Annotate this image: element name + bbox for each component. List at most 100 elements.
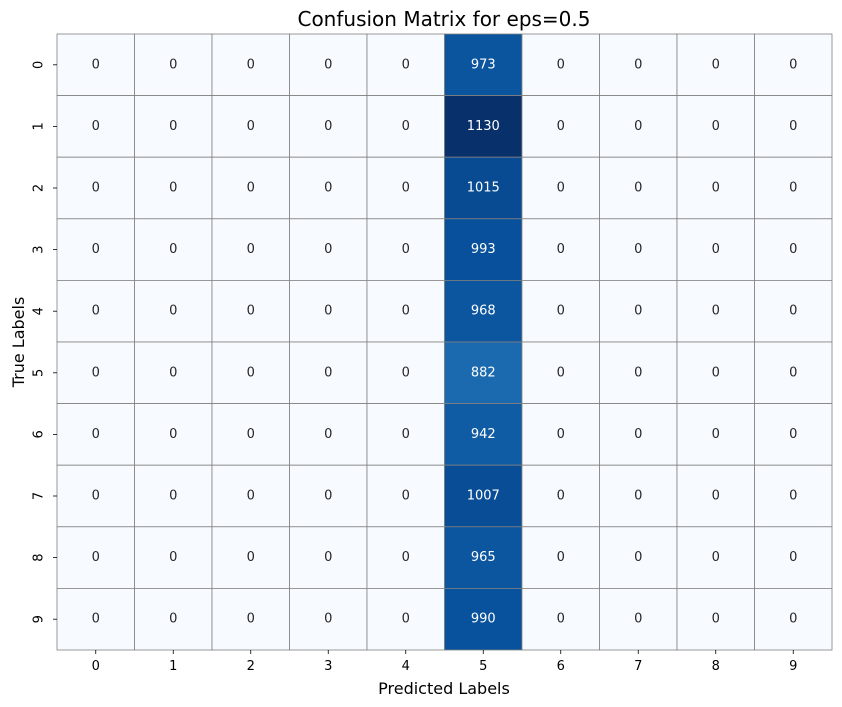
cell-value-r4-c5: 968	[471, 304, 496, 319]
heatmap-cell-r5-c0	[56, 341, 135, 404]
heatmap-cell-r2-c9	[754, 156, 833, 220]
cell-value-r1-c6: 0	[557, 119, 565, 134]
y-tick-label-7: 7	[32, 492, 47, 500]
cell-value-r6-c6: 0	[557, 427, 565, 442]
cell-value-r4-c3: 0	[324, 304, 332, 319]
cell-value-r0-c3: 0	[324, 57, 332, 72]
cell-value-r8-c5: 965	[471, 550, 496, 565]
heatmap-cell-r9-c7	[599, 588, 678, 651]
cell-value-r2-c0: 0	[92, 181, 100, 196]
y-tick-label-1: 1	[32, 122, 47, 130]
x-tick-label-0: 0	[92, 659, 100, 674]
heatmap-cell-r0-c2	[211, 33, 290, 96]
heatmap-cell-r8-c5	[444, 526, 523, 589]
cell-value-r9-c5: 990	[471, 612, 496, 627]
cell-value-r9-c4: 0	[402, 612, 410, 627]
cell-value-r8-c2: 0	[247, 550, 255, 565]
heatmap-cell-r0-c5	[444, 33, 523, 96]
cell-value-r5-c7: 0	[634, 365, 642, 380]
cell-value-r0-c6: 0	[557, 57, 565, 72]
cell-value-r5-c4: 0	[402, 365, 410, 380]
heatmap-cell-r8-c1	[134, 526, 213, 589]
heatmap-cell-r2-c6	[521, 156, 600, 220]
heatmap-cells	[56, 33, 833, 651]
heatmap-cell-r2-c1	[134, 156, 213, 220]
heatmap-cell-r5-c3	[289, 341, 368, 404]
cell-value-r3-c4: 0	[402, 242, 410, 257]
heatmap-cell-r2-c8	[676, 156, 755, 220]
cell-value-r1-c8: 0	[712, 119, 720, 134]
y-axis-label: True Labels	[9, 297, 28, 389]
cell-value-r4-c0: 0	[92, 304, 100, 319]
cell-value-r7-c3: 0	[324, 489, 332, 504]
cell-value-r2-c4: 0	[402, 181, 410, 196]
cell-value-r8-c9: 0	[789, 550, 797, 565]
y-tick-label-5: 5	[32, 369, 47, 377]
cell-value-r2-c7: 0	[634, 181, 642, 196]
cell-value-r0-c0: 0	[92, 57, 100, 72]
heatmap-cell-r1-c9	[754, 95, 833, 158]
cell-value-r3-c7: 0	[634, 242, 642, 257]
cell-value-r5-c9: 0	[789, 365, 797, 380]
heatmap-cell-r9-c4	[366, 588, 445, 651]
heatmap-cell-r4-c6	[521, 279, 600, 343]
cell-value-r8-c1: 0	[169, 550, 177, 565]
cell-value-r4-c4: 0	[402, 304, 410, 319]
cell-value-r6-c9: 0	[789, 427, 797, 442]
heatmap-cell-r3-c0	[56, 218, 135, 281]
cell-value-r6-c2: 0	[247, 427, 255, 442]
cell-value-labels: 0 0 0 0 0 973 0 0 0 0 0 0 0 0 0 1130 0 0 0 0 0 0 0 0 0 1015 0 0 0 0 0 0…	[92, 57, 798, 626]
heatmap-cell-r3-c5	[444, 218, 523, 281]
cell-value-r3-c2: 0	[247, 242, 255, 257]
cell-value-r9-c9: 0	[789, 612, 797, 627]
cell-value-r4-c9: 0	[789, 304, 797, 319]
heatmap-cell-r4-c5	[444, 279, 523, 343]
cell-value-r1-c1: 0	[169, 119, 177, 134]
heatmap-cell-r8-c4	[366, 526, 445, 589]
cell-value-r2-c5: 1015	[467, 181, 500, 196]
cell-value-r3-c6: 0	[557, 242, 565, 257]
heatmap-cell-r7-c2	[211, 464, 290, 528]
cell-value-r1-c2: 0	[247, 119, 255, 134]
cell-value-r2-c8: 0	[712, 181, 720, 196]
heatmap-cell-r8-c8	[676, 526, 755, 589]
heatmap-cell-r9-c8	[676, 588, 755, 651]
cell-value-r0-c9: 0	[789, 57, 797, 72]
heatmap-cell-r1-c5	[444, 95, 523, 158]
cell-value-r9-c0: 0	[92, 612, 100, 627]
heatmap-cell-r6-c9	[754, 403, 833, 466]
heatmap-cell-r9-c3	[289, 588, 368, 651]
heatmap-cell-r0-c4	[366, 33, 445, 96]
cell-value-r3-c9: 0	[789, 242, 797, 257]
cell-value-r5-c0: 0	[92, 365, 100, 380]
cell-value-r7-c4: 0	[402, 489, 410, 504]
heatmap-cell-r5-c6	[521, 341, 600, 404]
heatmap-cell-r1-c3	[289, 95, 368, 158]
x-tick-label-5: 5	[479, 659, 487, 674]
heatmap-cell-r8-c7	[599, 526, 678, 589]
x-tick-label-7: 7	[634, 659, 642, 674]
cell-value-r7-c0: 0	[92, 489, 100, 504]
cell-value-r6-c7: 0	[634, 427, 642, 442]
x-tick-label-4: 4	[402, 659, 410, 674]
cell-value-r0-c5: 973	[471, 57, 496, 72]
x-axis-label: Predicted Labels	[378, 679, 510, 698]
cell-value-r1-c7: 0	[634, 119, 642, 134]
heatmap-cell-r7-c3	[289, 464, 368, 528]
cell-value-r4-c1: 0	[169, 304, 177, 319]
cell-value-r5-c2: 0	[247, 365, 255, 380]
cell-value-r8-c0: 0	[92, 550, 100, 565]
heatmap-cell-r7-c6	[521, 464, 600, 528]
heatmap-cell-r3-c6	[521, 218, 600, 281]
heatmap-cell-r4-c1	[134, 279, 213, 343]
chart-title: Confusion Matrix for eps=0.5	[297, 7, 590, 31]
heatmap-cell-r6-c8	[676, 403, 755, 466]
heatmap-cell-r8-c2	[211, 526, 290, 589]
heatmap-cell-r7-c5	[444, 464, 523, 528]
cell-value-r3-c0: 0	[92, 242, 100, 257]
y-tick-label-4: 4	[32, 307, 47, 315]
cell-value-r8-c8: 0	[712, 550, 720, 565]
heatmap-cell-r3-c9	[754, 218, 833, 281]
cell-value-r6-c4: 0	[402, 427, 410, 442]
heatmap-cell-r4-c7	[599, 279, 678, 343]
